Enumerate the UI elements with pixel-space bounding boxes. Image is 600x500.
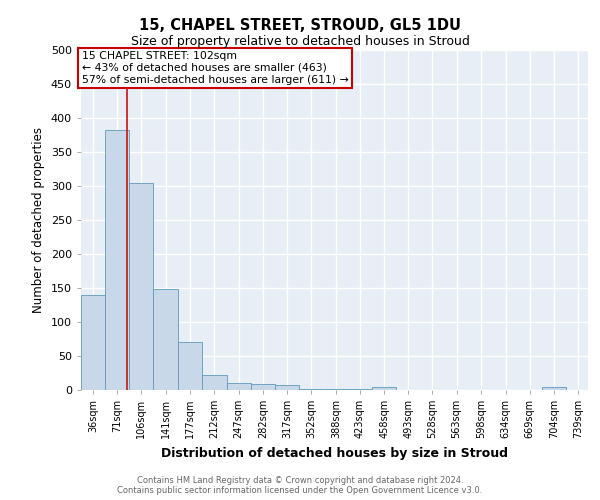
Bar [372, 388, 396, 390]
Bar [81, 295, 105, 390]
Bar [542, 388, 566, 390]
Bar [154, 288, 178, 390]
Text: Contains HM Land Registry data © Crown copyright and database right 2024.: Contains HM Land Registry data © Crown c… [137, 476, 463, 485]
Text: 15, CHAPEL STREET, STROUD, GL5 1DU: 15, CHAPEL STREET, STROUD, GL5 1DU [139, 18, 461, 32]
Bar [105, 130, 129, 390]
X-axis label: Distribution of detached houses by size in Stroud: Distribution of detached houses by size … [161, 446, 508, 460]
Text: Contains public sector information licensed under the Open Government Licence v3: Contains public sector information licen… [118, 486, 482, 495]
Text: Size of property relative to detached houses in Stroud: Size of property relative to detached ho… [131, 35, 469, 48]
Bar [299, 388, 323, 390]
Bar [178, 342, 202, 390]
Bar [202, 375, 227, 390]
Bar [324, 388, 348, 390]
Text: 15 CHAPEL STREET: 102sqm
← 43% of detached houses are smaller (463)
57% of semi-: 15 CHAPEL STREET: 102sqm ← 43% of detach… [82, 52, 349, 84]
Bar [129, 182, 154, 390]
Bar [251, 384, 275, 390]
Bar [227, 383, 251, 390]
Bar [348, 388, 372, 390]
Bar [275, 385, 299, 390]
Y-axis label: Number of detached properties: Number of detached properties [32, 127, 45, 313]
